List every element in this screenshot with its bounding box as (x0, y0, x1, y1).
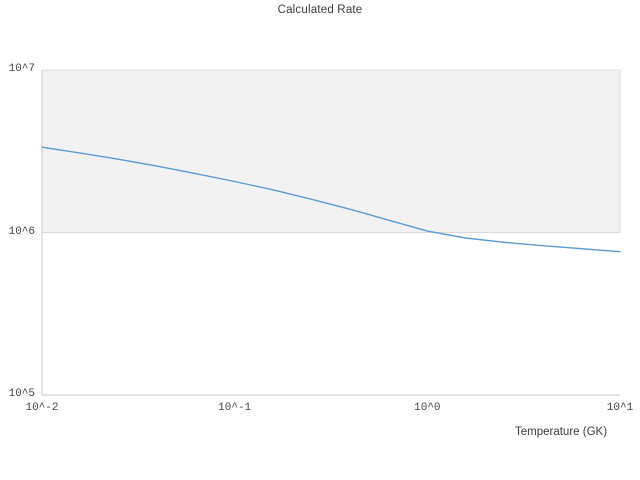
y-tick-label-10e5: 10^5 (8, 388, 35, 400)
x-tick-label-10e0: 10^0 (414, 402, 441, 414)
x-axis-title: Temperature (GK) (515, 426, 608, 438)
x-tick-label-10e1: 10^1 (606, 402, 634, 414)
y-tick-label-10e7: 10^7 (8, 63, 35, 75)
data-series-line (41, 146, 621, 253)
y-tick-label-10e6: 10^6 (8, 225, 35, 238)
chart-title: Calculated Rate (277, 4, 363, 16)
x-tick-label-10e-1: 10^-1 (218, 402, 252, 414)
x-tick-label-10e-2: 10^-2 (25, 402, 59, 414)
shaded-band (42, 70, 620, 233)
